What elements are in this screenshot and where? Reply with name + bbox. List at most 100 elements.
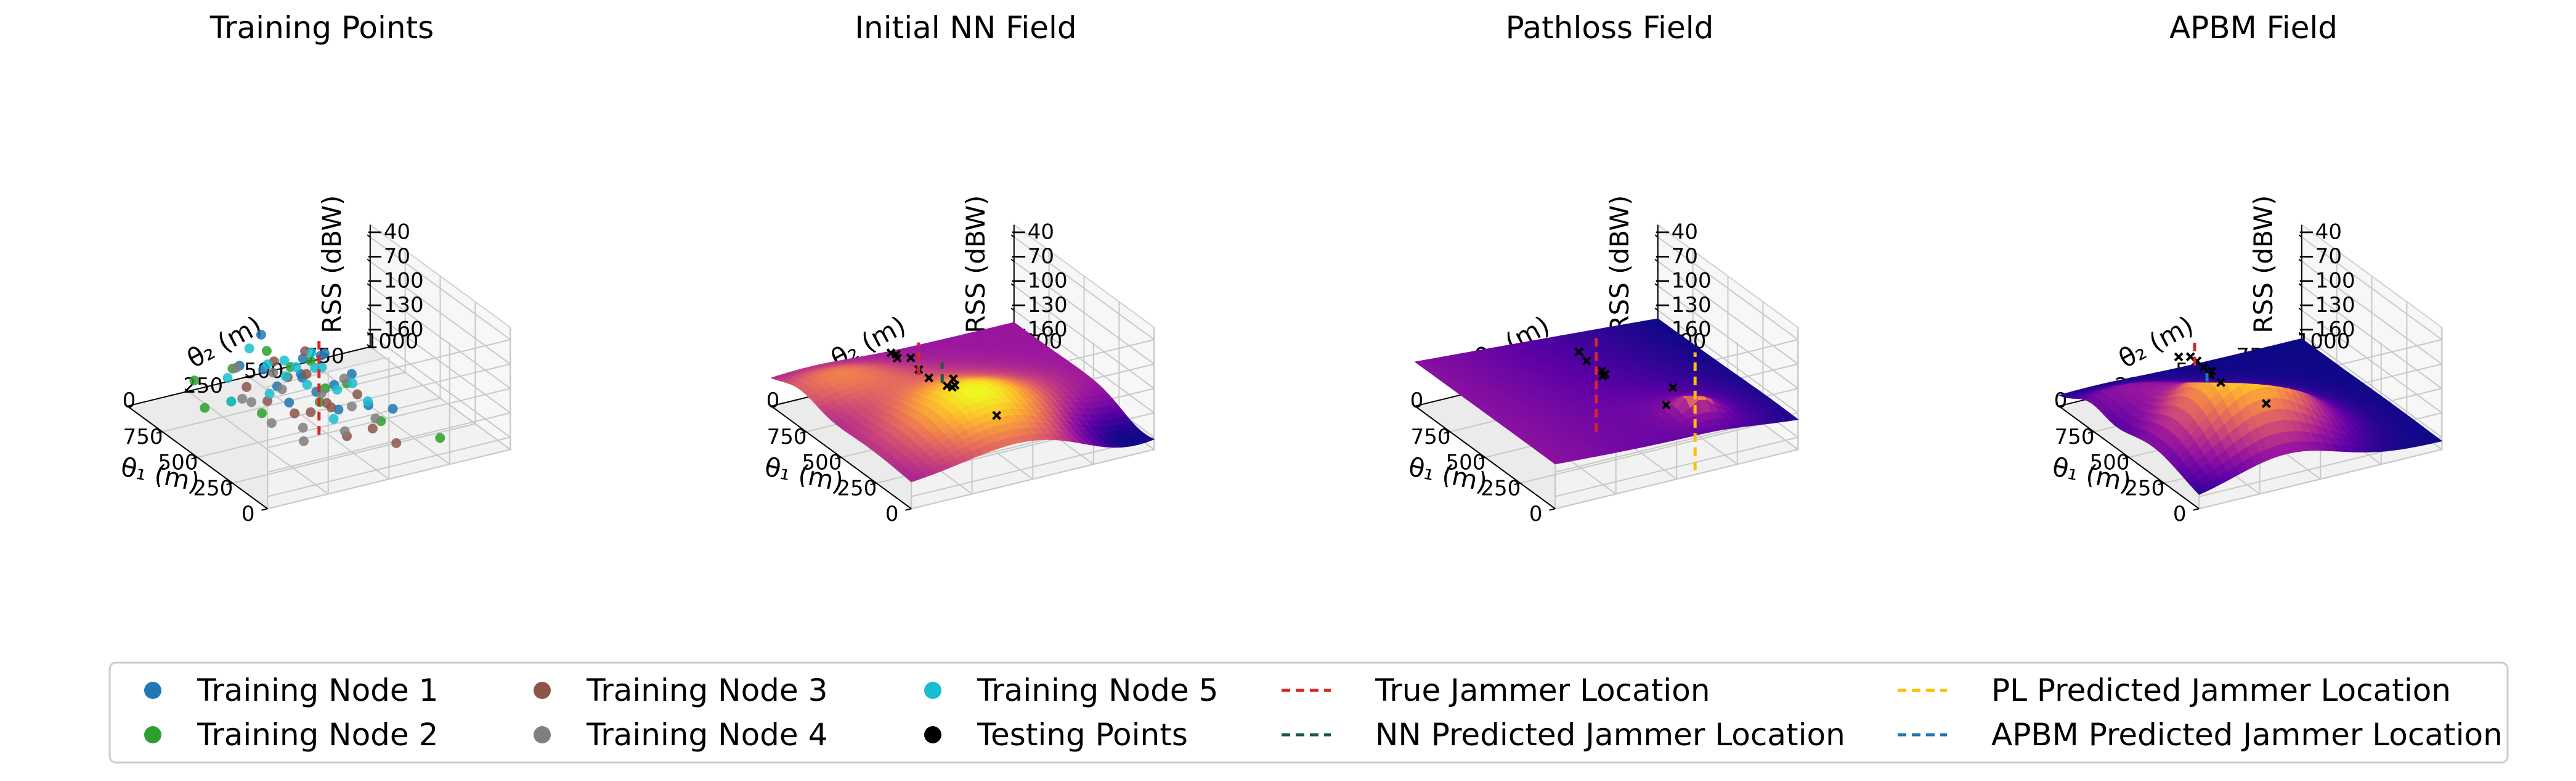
z-tick-label: −130 <box>1010 293 1067 317</box>
legend-frame <box>108 661 2509 764</box>
grid-line-z <box>1014 309 1155 414</box>
grid-line-z <box>1554 436 1798 497</box>
x-tick-mark <box>191 457 198 460</box>
data-point <box>257 408 267 419</box>
x-tick-mark <box>905 508 912 511</box>
data-point <box>244 343 254 354</box>
data-point <box>391 438 402 448</box>
y-tick-label: 0 <box>123 388 136 413</box>
testing-point <box>950 380 960 390</box>
legend-marker <box>924 726 941 743</box>
legend-item: Testing Points <box>924 717 1188 753</box>
x-tick-mark <box>2123 457 2129 460</box>
legend-label: Training Node 4 <box>586 717 827 753</box>
grid-line-z <box>1657 285 1798 390</box>
grid-line-z <box>2301 261 2442 365</box>
z-tick-label: −70 <box>2298 244 2342 269</box>
x-tick-mark <box>2158 482 2164 486</box>
testing-point <box>906 353 916 362</box>
x-tick-mark <box>1514 482 1521 486</box>
legend: Training Node 1 Training Node 2 Training N… <box>108 661 2509 764</box>
data-point <box>367 423 378 434</box>
data-point <box>222 373 233 383</box>
z-tick-mark <box>1010 283 1015 287</box>
grid-line-z <box>267 412 511 473</box>
data-point <box>256 329 266 340</box>
data-point <box>370 413 381 423</box>
x-tick-mark <box>870 482 877 486</box>
z-tick-label: −70 <box>1010 244 1054 269</box>
data-point <box>242 382 252 392</box>
data-point <box>189 375 200 386</box>
legend-marker <box>534 682 551 699</box>
testing-point <box>1574 347 1584 357</box>
data-point <box>339 374 349 384</box>
x-tick-label: 500 <box>802 451 842 475</box>
chart-title: Pathloss Field <box>1506 10 1714 46</box>
grid-line-z <box>370 309 511 414</box>
x-tick-label: 750 <box>1411 425 1451 449</box>
x-tick-label: 750 <box>767 425 807 449</box>
chart-panel-3: Pathloss Field750500250002505007501000−4… <box>1406 10 1800 526</box>
legend-item: NN Predicted Jammer Location <box>1282 717 1845 753</box>
grid-line-y <box>309 361 450 465</box>
x-tick-mark <box>1479 457 1485 460</box>
x-tick-label: 500 <box>2090 451 2130 475</box>
y-tick-mark <box>184 388 189 392</box>
legend-item: Training Node 5 <box>924 673 1218 708</box>
z-tick-mark <box>1654 234 1659 238</box>
data-point <box>306 407 316 417</box>
testing-point-stroke <box>924 373 934 383</box>
z-tick-mark <box>367 258 371 262</box>
data-point <box>306 347 317 358</box>
grid-line-z <box>370 285 511 390</box>
chart-panel-1: Training Points750500250002505007501000−… <box>118 10 512 526</box>
x-tick-label: 750 <box>123 425 163 449</box>
z-tick-label: −130 <box>1654 293 1711 317</box>
x-tick-mark <box>800 431 807 434</box>
rss-surface <box>1414 318 1799 465</box>
data-point <box>346 401 357 412</box>
z-axis-label: RSS (dBW) <box>317 195 347 333</box>
z-tick-mark <box>1010 308 1015 311</box>
grid-line-z <box>2301 236 2442 340</box>
data-point <box>280 371 291 382</box>
z-axis-label: RSS (dBW) <box>2248 195 2278 333</box>
testing-point <box>892 353 902 363</box>
legend-item: Training Node 1 <box>144 673 438 708</box>
legend-marker <box>144 726 161 743</box>
z-tick-mark <box>2298 283 2302 287</box>
z-tick-label: −40 <box>1010 219 1054 244</box>
z-tick-label: −40 <box>1654 219 1698 244</box>
x-tick-mark <box>2087 431 2094 434</box>
data-point <box>347 378 358 388</box>
testing-points <box>2174 352 2271 409</box>
grid-line-z <box>2301 333 2442 438</box>
testing-point-stroke <box>2216 377 2226 387</box>
testing-point-stroke <box>2174 352 2184 362</box>
series-training-node-5 <box>222 343 373 424</box>
testing-point <box>2199 362 2209 372</box>
data-point <box>363 396 373 406</box>
data-point <box>306 356 316 366</box>
testing-point <box>1668 383 1678 393</box>
testing-point-stroke <box>1661 400 1671 410</box>
data-point <box>279 355 290 366</box>
testing-point <box>2174 352 2184 362</box>
x-tick-mark <box>2193 508 2200 511</box>
z-tick-label: −160 <box>366 317 423 342</box>
grid-lines <box>127 236 511 510</box>
y-tick-mark <box>245 374 250 377</box>
data-point <box>262 359 273 370</box>
grid-line-z <box>1014 236 1155 340</box>
y-tick-label: 0 <box>1410 388 1424 413</box>
testing-point <box>1661 400 1671 410</box>
z-tick-label: −100 <box>2298 269 2355 293</box>
data-point <box>435 433 445 443</box>
chart-panel-2: Initial NN Field750500250002505007501000… <box>762 10 1156 526</box>
data-point <box>299 436 309 446</box>
z-tick-mark <box>1654 258 1659 262</box>
testing-points <box>1574 347 1678 410</box>
z-tick-mark <box>2298 258 2302 262</box>
